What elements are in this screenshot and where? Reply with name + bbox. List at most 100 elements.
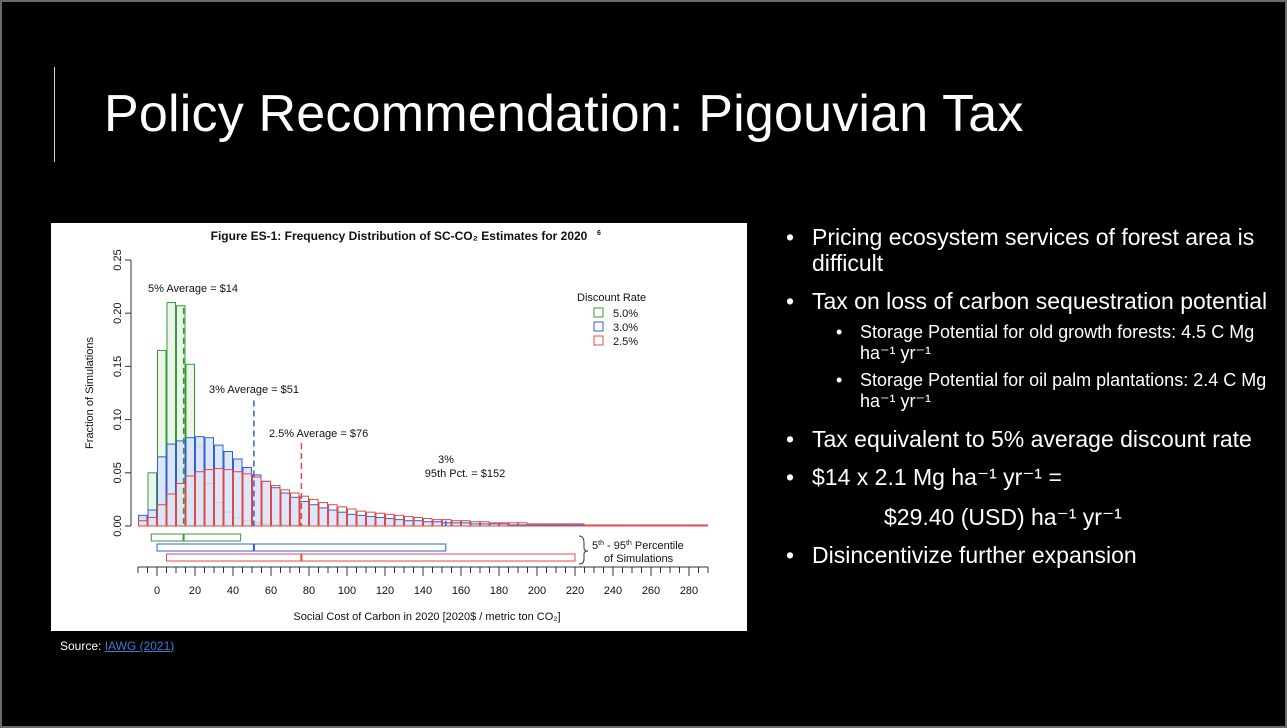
figure-image[interactable]: Figure ES-1: Frequency Distribution of S… xyxy=(51,223,747,631)
bullet-text: $14 x 2.1 Mg ha⁻¹ yr⁻¹ = xyxy=(812,464,1062,490)
bar xyxy=(290,496,300,527)
y-tick-label: 0.10 xyxy=(112,409,124,430)
source-label: Source: xyxy=(60,639,105,653)
bar xyxy=(185,437,195,527)
percentile-label: of Simulations xyxy=(604,553,674,565)
bullet-text: Pricing ecosystem services of forest are… xyxy=(812,224,1255,276)
title-accent-line xyxy=(54,67,55,162)
bullet-dot: • xyxy=(786,464,795,490)
bar xyxy=(157,456,167,527)
bar xyxy=(508,522,518,527)
annotation-label: 3% xyxy=(438,454,454,466)
chart-title: Figure ES-1: Frequency Distribution of S… xyxy=(211,229,588,243)
legend-swatch xyxy=(593,335,604,346)
bar xyxy=(185,475,195,527)
bar xyxy=(195,471,205,527)
x-tick-label: 40 xyxy=(227,585,239,597)
y-tick-label: 0.00 xyxy=(112,515,124,536)
percentile-label: 5th - 95th Percentile xyxy=(592,540,684,552)
bar xyxy=(176,482,186,527)
bullet-dot: • xyxy=(786,542,795,568)
x-tick-label: 200 xyxy=(528,585,546,597)
bar xyxy=(280,492,290,527)
percentile-box xyxy=(156,543,447,552)
bar xyxy=(537,523,547,527)
x-tick-label: 80 xyxy=(303,585,315,597)
bar xyxy=(166,443,176,527)
x-tick-label: 60 xyxy=(265,585,277,597)
bullet-text: Tax equivalent to 5% average discount ra… xyxy=(812,426,1252,452)
bullet-dot: • xyxy=(836,370,843,390)
bullet-item: • Tax equivalent to 5% average discount r… xyxy=(786,426,1276,452)
x-tick-label: 20 xyxy=(189,585,201,597)
y-tick-label: 0.25 xyxy=(112,249,124,270)
annotation-label: 95th Pct. = $152 xyxy=(425,468,505,480)
bar xyxy=(242,466,252,527)
bar xyxy=(679,524,689,527)
sub-bullet-item: • Storage Potential for old growth forest… xyxy=(786,322,1276,364)
bar xyxy=(375,516,385,527)
bullet-list[interactable]: • Pricing ecosystem services of forest ar… xyxy=(786,224,1276,580)
bar xyxy=(375,512,385,527)
bar xyxy=(385,518,395,527)
bullet-item: • Disincentivize further expansion xyxy=(786,542,1276,568)
bullet-dot: • xyxy=(786,426,795,452)
legend-swatch xyxy=(593,307,604,318)
bullet-text: Storage Potential for old growth forests… xyxy=(860,322,1255,363)
bar xyxy=(261,480,271,527)
bar xyxy=(337,511,347,527)
source-link[interactable]: IAWG (2021) xyxy=(104,639,175,653)
bar xyxy=(347,508,357,527)
percentile-label-part: 5 xyxy=(592,540,598,552)
percentile-label-part: Percentile xyxy=(632,540,684,552)
annotation-label: 3% Average = $51 xyxy=(209,384,299,396)
bar xyxy=(271,487,281,527)
slide-title[interactable]: Policy Recommendation: Pigouvian Tax xyxy=(104,85,1024,143)
bar xyxy=(223,451,233,527)
sub-bullet-item: • Storage Potential for oil palm plantati… xyxy=(786,370,1276,412)
x-tick-label: 240 xyxy=(604,585,622,597)
bullet-text: Tax on loss of carbon sequestration pote… xyxy=(812,288,1268,314)
percentile-label-part: th xyxy=(598,540,604,547)
chart-title-superscript: 6 xyxy=(597,230,601,237)
bar xyxy=(423,521,433,527)
bullet-text: Disincentivize further expansion xyxy=(812,542,1137,568)
annotation-label: 5% Average = $14 xyxy=(148,283,238,295)
bar xyxy=(147,509,157,527)
legend-title: Discount Rate xyxy=(577,292,646,304)
x-tick-label: 220 xyxy=(566,585,584,597)
x-tick-label: 260 xyxy=(642,585,660,597)
legend-label: 2.5% xyxy=(613,336,638,348)
bullet-continuation: $29.40 (USD) ha⁻¹ yr⁻¹ xyxy=(884,504,1122,530)
bar xyxy=(556,523,566,527)
bar xyxy=(356,514,366,527)
bar xyxy=(195,436,205,527)
histogram-chart: Figure ES-1: Frequency Distribution of S… xyxy=(84,229,709,623)
bar xyxy=(214,444,224,527)
x-tick-label: 180 xyxy=(490,585,508,597)
y-tick-label: 0.20 xyxy=(112,302,124,323)
x-tick-label: 100 xyxy=(338,585,356,597)
bullet-dot: • xyxy=(786,224,795,250)
bar xyxy=(698,524,708,527)
bar xyxy=(385,513,395,527)
x-tick-label: 140 xyxy=(414,585,432,597)
bar xyxy=(527,523,537,527)
y-axis-label: Fraction of Simulations xyxy=(84,337,96,449)
percentile-box xyxy=(166,553,576,562)
bar xyxy=(432,521,442,527)
x-axis-label: Social Cost of Carbon in 2020 [2020$ / m… xyxy=(293,611,560,623)
bar xyxy=(204,469,214,527)
bar xyxy=(413,520,423,527)
y-tick-label: 0.15 xyxy=(112,356,124,377)
bar xyxy=(233,458,243,527)
x-tick-label: 280 xyxy=(680,585,698,597)
bar xyxy=(204,437,214,527)
x-tick-label: 160 xyxy=(452,585,470,597)
source-citation: Source: IAWG (2021) xyxy=(60,639,174,653)
bar xyxy=(318,507,328,527)
bar xyxy=(366,515,376,527)
legend-label: 5.0% xyxy=(613,308,638,320)
bar xyxy=(394,519,404,527)
brace xyxy=(578,535,589,565)
